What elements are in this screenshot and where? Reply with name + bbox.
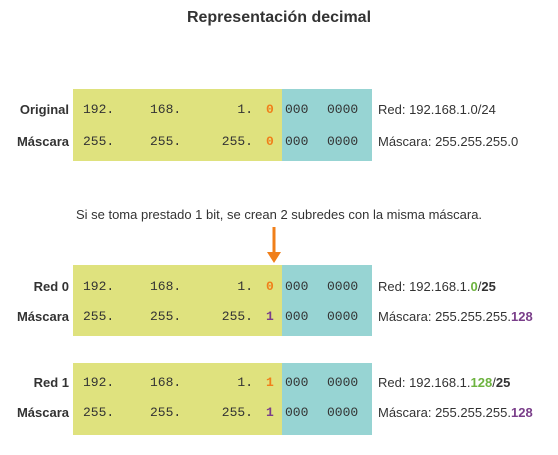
host-bits-1: 000 — [285, 405, 309, 420]
row-label: Red 0 — [33, 279, 69, 294]
host-bits-2: 0000 — [327, 134, 359, 149]
network-portion — [73, 265, 282, 336]
octet-1: 255. — [83, 405, 115, 420]
borrow-note: Si se toma prestado 1 bit, se crean 2 su… — [75, 207, 483, 222]
subnet-0-mask-desc: Máscara: 255.255.255.128 — [378, 306, 533, 328]
subnet-1-block — [73, 363, 372, 435]
octet-2: 255. — [150, 405, 182, 420]
octet-3: 1. — [237, 102, 253, 117]
octet-3: 1. — [237, 375, 253, 390]
borrowed-bit: 1 — [266, 375, 274, 390]
desc-slash: / — [477, 279, 482, 294]
desc-prefix: Máscara: 255.255.255. — [378, 405, 511, 420]
network-portion — [73, 363, 282, 435]
page-title: Representación decimal — [186, 9, 372, 26]
octet-2: 255. — [150, 309, 182, 324]
row-label: Original — [19, 102, 69, 117]
host-bits-2: 0000 — [327, 375, 359, 390]
host-bits-2: 0000 — [327, 309, 359, 324]
network-portion — [73, 89, 282, 161]
octet-3: 1. — [237, 279, 253, 294]
octet-3: 255. — [221, 134, 253, 149]
down-arrow-icon — [267, 227, 281, 263]
borrowed-bit: 0 — [266, 134, 274, 149]
borrowed-bit: 0 — [266, 102, 274, 117]
subnet-1-mask-desc: Máscara: 255.255.255.128 — [378, 402, 533, 424]
row-label: Red 1 — [33, 375, 69, 390]
host-portion — [282, 265, 372, 336]
row-label: Máscara — [16, 134, 69, 149]
desc-highlight: 128 — [470, 375, 493, 390]
borrowed-bit: 1 — [266, 309, 274, 324]
desc-prefix: Red: 192.168.1. — [378, 375, 471, 390]
host-bits-1: 000 — [285, 375, 309, 390]
desc-slash: / — [492, 375, 496, 390]
desc-highlight: 0 — [470, 279, 478, 294]
octet-1: 255. — [83, 309, 115, 324]
desc-prefix: Red: 192.168.1. — [378, 279, 471, 294]
desc-highlight: 128 — [510, 309, 533, 324]
row-label: Máscara — [16, 309, 69, 324]
borrowed-bit: 1 — [266, 405, 274, 420]
host-bits-2: 0000 — [327, 405, 359, 420]
octet-2: 255. — [150, 134, 182, 149]
host-bits-1: 000 — [285, 102, 309, 117]
desc-highlight: 128 — [510, 405, 533, 420]
octet-2: 168. — [150, 375, 182, 390]
host-portion — [282, 363, 372, 435]
original-network-desc: Red: 192.168.1.0/24 — [378, 102, 496, 117]
octet-1: 192. — [83, 279, 115, 294]
host-bits-1: 000 — [285, 279, 309, 294]
octet-3: 255. — [221, 309, 253, 324]
octet-1: 192. — [83, 102, 115, 117]
subnet-0-network-desc: Red: 192.168.1.0/25 — [378, 276, 496, 298]
row-label: Máscara — [16, 405, 69, 420]
octet-2: 168. — [150, 279, 182, 294]
octet-2: 168. — [150, 102, 182, 117]
desc-prefix: Máscara: 255.255.255. — [378, 309, 511, 324]
desc-cidr: 25 — [481, 279, 496, 294]
host-bits-1: 000 — [285, 309, 309, 324]
subnet-0-block — [73, 265, 372, 336]
original-block — [73, 89, 372, 161]
original-mask-desc: Máscara: 255.255.255.0 — [378, 134, 519, 149]
octet-3: 255. — [221, 405, 253, 420]
borrowed-bit: 0 — [266, 279, 274, 294]
host-bits-2: 0000 — [327, 102, 359, 117]
subnet-1-network-desc: Red: 192.168.1.128/25 — [378, 372, 510, 394]
host-bits-2: 0000 — [327, 279, 359, 294]
host-portion — [282, 89, 372, 161]
desc-cidr: 25 — [495, 375, 511, 390]
host-bits-1: 000 — [285, 134, 309, 149]
octet-1: 192. — [83, 375, 115, 390]
octet-1: 255. — [83, 134, 115, 149]
